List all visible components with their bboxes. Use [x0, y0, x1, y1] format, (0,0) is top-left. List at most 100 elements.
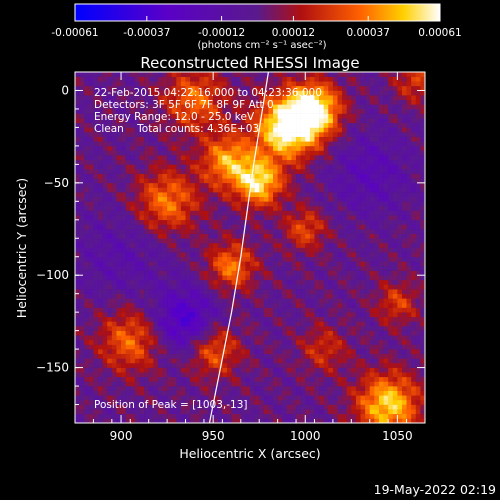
heatmap-cell	[121, 155, 126, 161]
heatmap-cell	[98, 85, 103, 91]
heatmap-cell	[309, 187, 315, 193]
heatmap-cell	[240, 108, 246, 114]
heatmap-cell	[121, 256, 126, 262]
heatmap-cell	[360, 242, 366, 248]
heatmap-cell	[88, 81, 94, 87]
heatmap-cell	[208, 298, 214, 304]
heatmap-cell	[369, 164, 375, 170]
heatmap-cell	[286, 229, 292, 234]
heatmap-cell	[116, 316, 122, 322]
heatmap-cell	[222, 321, 228, 327]
heatmap-cell	[190, 173, 196, 179]
heatmap-cell	[144, 85, 149, 91]
heatmap-cell	[199, 302, 205, 308]
heatmap-cell	[236, 215, 242, 221]
heatmap-cell	[88, 168, 94, 174]
heatmap-cell	[245, 164, 251, 170]
heatmap-cell	[134, 168, 140, 174]
heatmap-cell	[111, 386, 117, 391]
heatmap-cell	[355, 344, 361, 350]
heatmap-cell	[291, 145, 297, 151]
heatmap-cell	[213, 367, 219, 373]
heatmap-cell	[157, 168, 163, 174]
heatmap-cell	[190, 229, 196, 234]
heatmap-cell	[355, 298, 361, 304]
heatmap-cell	[84, 150, 90, 156]
heatmap-cell	[125, 316, 131, 322]
heatmap-cell	[277, 159, 283, 165]
heatmap-cell	[98, 293, 103, 299]
heatmap-cell	[259, 150, 265, 156]
heatmap-cell	[369, 353, 375, 359]
heatmap-cell	[286, 182, 292, 188]
heatmap-cell	[79, 293, 85, 299]
heatmap-cell	[319, 210, 324, 216]
heatmap-cells	[75, 72, 425, 423]
heatmap-cell	[167, 316, 173, 322]
heatmap-cell	[277, 178, 283, 184]
heatmap-cell	[319, 418, 324, 423]
heatmap-cell	[153, 104, 159, 110]
heatmap-cell	[167, 362, 173, 368]
heatmap-cell	[360, 279, 366, 285]
heatmap-cell	[107, 104, 113, 110]
heatmap-cell	[277, 173, 283, 179]
heatmap-cell	[167, 81, 173, 87]
heatmap-cell	[277, 390, 283, 396]
heatmap-cell	[314, 349, 320, 355]
heatmap-cell	[328, 358, 334, 364]
heatmap-cell	[157, 187, 163, 193]
heatmap-cell	[130, 399, 136, 405]
heatmap-cell	[194, 118, 200, 124]
heatmap-cell	[75, 95, 80, 101]
heatmap-cell	[226, 159, 232, 165]
heatmap-cell	[296, 353, 301, 359]
heatmap-cell	[259, 339, 265, 345]
heatmap-cell	[250, 399, 255, 405]
heatmap-cell	[116, 205, 122, 211]
heatmap-cell	[203, 395, 209, 401]
heatmap-cell	[93, 159, 99, 165]
heatmap-cell	[355, 168, 361, 174]
heatmap-cell	[185, 256, 191, 262]
heatmap-cell	[98, 210, 103, 216]
heatmap-cell	[328, 367, 334, 373]
heatmap-cell	[314, 344, 320, 350]
heatmap-cell	[153, 205, 159, 211]
heatmap-cell	[245, 404, 251, 410]
heatmap-cell	[148, 270, 154, 276]
heatmap-cell	[203, 118, 209, 124]
heatmap-cell	[176, 390, 182, 396]
heatmap-cell	[180, 376, 186, 382]
heatmap-cell	[79, 127, 85, 133]
heatmap-cell	[222, 326, 228, 331]
heatmap-cell	[231, 233, 237, 239]
heatmap-cell	[328, 390, 334, 396]
heatmap-cell	[98, 367, 103, 373]
heatmap-cell	[226, 413, 232, 419]
heatmap-cell	[259, 265, 265, 271]
heatmap-cell	[374, 279, 380, 285]
heatmap-cell	[328, 349, 334, 355]
heatmap-cell	[190, 85, 196, 91]
heatmap-cell	[148, 90, 154, 96]
heatmap-cell	[116, 326, 122, 331]
heatmap-cell	[185, 159, 191, 165]
heatmap-cell	[75, 141, 80, 147]
heatmap-cell	[323, 76, 329, 82]
heatmap-cell	[328, 210, 334, 216]
heatmap-cell	[319, 127, 324, 133]
heatmap-cell	[296, 150, 301, 156]
heatmap-cell	[144, 247, 149, 253]
heatmap-cell	[75, 205, 80, 211]
heatmap-cell	[231, 155, 237, 161]
heatmap-cell	[222, 395, 228, 401]
heatmap-cell	[231, 302, 237, 308]
heatmap-cell	[314, 90, 320, 96]
heatmap-cell	[314, 136, 320, 142]
heatmap-cell	[355, 270, 361, 276]
heatmap-cell	[250, 312, 255, 318]
heatmap-cell	[351, 247, 357, 253]
heatmap-cell	[107, 192, 113, 197]
heatmap-cell	[162, 261, 168, 267]
